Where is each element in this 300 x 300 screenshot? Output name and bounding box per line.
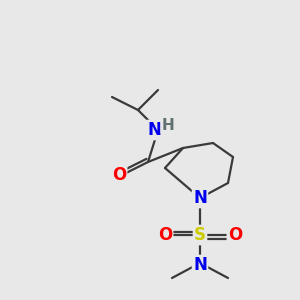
Text: H: H	[162, 118, 174, 133]
Text: N: N	[147, 121, 161, 139]
Text: N: N	[193, 256, 207, 274]
Text: N: N	[193, 189, 207, 207]
Text: S: S	[194, 226, 206, 244]
Text: O: O	[158, 226, 172, 244]
Text: O: O	[228, 226, 242, 244]
Text: O: O	[112, 166, 126, 184]
